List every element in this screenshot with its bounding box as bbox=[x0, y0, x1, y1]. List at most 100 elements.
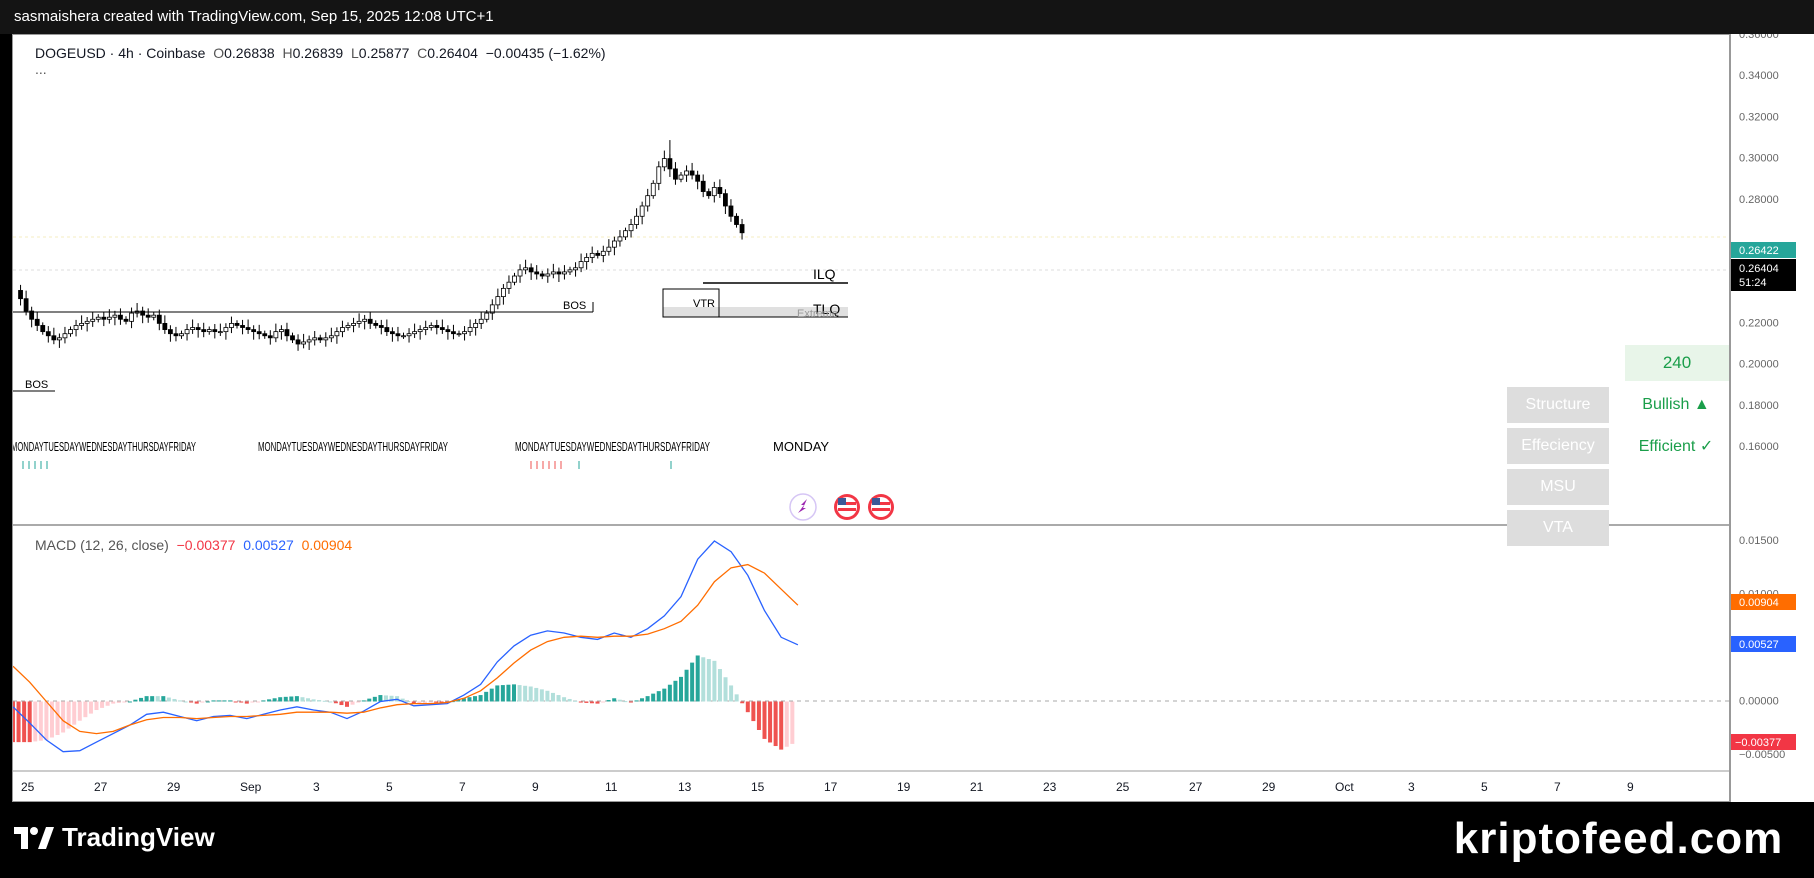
macd-hist-bar bbox=[456, 699, 461, 702]
macd-histogram-group bbox=[13, 655, 795, 750]
price-axis[interactable]: 0.360000.340000.320000.300000.280000.240… bbox=[1730, 34, 1814, 802]
efficiency-label: Effeciency bbox=[1507, 428, 1609, 464]
candle bbox=[545, 268, 551, 283]
macd-hist-bar bbox=[729, 685, 734, 702]
time-tick-label: 19 bbox=[897, 780, 911, 794]
legend-more[interactable]: ... bbox=[35, 61, 47, 77]
candle bbox=[478, 312, 484, 329]
candle bbox=[695, 170, 701, 190]
candle bbox=[401, 332, 406, 339]
macd-hist-bar bbox=[283, 696, 288, 702]
macd-hist-bar bbox=[400, 698, 405, 702]
macd-legend: MACD (12, 26, close) −0.00377 0.00527 0.… bbox=[35, 537, 352, 553]
macd-hist-bar bbox=[550, 692, 555, 702]
macd-hist-bar bbox=[751, 701, 756, 722]
candle bbox=[245, 319, 251, 334]
candle bbox=[356, 313, 362, 328]
candle bbox=[573, 262, 578, 277]
candle bbox=[57, 333, 62, 348]
event-icon-lightning bbox=[789, 493, 817, 521]
macd-axis-label-bg bbox=[1731, 636, 1796, 652]
tlq-label: TLQ bbox=[813, 301, 840, 317]
macd-hist-bar bbox=[22, 701, 27, 743]
candle bbox=[434, 319, 440, 335]
candle bbox=[534, 265, 540, 280]
macd-hist-bar bbox=[300, 697, 305, 702]
candle bbox=[51, 327, 57, 345]
candle bbox=[623, 227, 628, 240]
msu-label: MSU bbox=[1507, 469, 1609, 505]
macd-hist-bar bbox=[701, 657, 706, 702]
candle bbox=[412, 323, 418, 339]
candle bbox=[273, 323, 279, 343]
candle bbox=[595, 250, 601, 259]
symbol-label[interactable]: DOGEUSD · 4h · Coinbase bbox=[35, 45, 206, 61]
candle bbox=[23, 290, 29, 316]
macd-hist-bar bbox=[628, 701, 633, 703]
candle bbox=[684, 165, 689, 182]
macd-hist-bar bbox=[144, 696, 149, 702]
macd-hist-bar bbox=[139, 697, 144, 702]
day-labels-week4: MONDAY bbox=[773, 439, 829, 454]
candle bbox=[84, 317, 90, 332]
candle bbox=[173, 326, 179, 342]
macd-hist-bar bbox=[411, 701, 416, 704]
macd-hist-bar bbox=[656, 691, 661, 702]
candle bbox=[362, 314, 368, 330]
macd-hist-bar bbox=[740, 701, 745, 704]
event-icon-flag-2 bbox=[868, 494, 894, 520]
chart-canvas[interactable]: BOS BOS ILQ TLQ Extreme VTR MONDAYTUESDA… bbox=[13, 35, 1729, 801]
macd-hist-bar bbox=[662, 688, 667, 702]
macd-hist-bar bbox=[194, 701, 199, 704]
candle bbox=[417, 325, 423, 340]
extreme-label: Extreme bbox=[797, 308, 838, 320]
chart-panel[interactable]: BOS BOS ILQ TLQ Extreme VTR MONDAYTUESDA… bbox=[12, 34, 1730, 802]
macd-hist-bar bbox=[105, 701, 110, 706]
macd-hist-bar bbox=[478, 695, 483, 702]
candle bbox=[739, 218, 745, 240]
candle bbox=[306, 335, 312, 350]
macd-hist-bar bbox=[512, 684, 516, 702]
macd-hist-bar bbox=[762, 701, 767, 739]
time-axis-labels: 25 27 29 Sep 3 5 7 9 11 13 15 17 19 21 23 25 27 29 Oct 3 5 7 9 bbox=[21, 780, 1634, 794]
candle bbox=[101, 311, 107, 327]
macd-tick-label: −0.00500 bbox=[1739, 749, 1785, 761]
macd-hist-bar bbox=[333, 701, 338, 704]
macd-hist-bar bbox=[673, 680, 678, 702]
candle bbox=[267, 330, 273, 345]
macd-hist-bar bbox=[345, 701, 349, 707]
macd-hist-bar bbox=[372, 696, 377, 702]
macd-hist-bar bbox=[745, 701, 750, 713]
signal-value: 0.00904 bbox=[301, 537, 353, 553]
day-labels-week3: MONDAYTUESDAYWEDNESDAYTHURSDAYFRIDAY bbox=[515, 439, 710, 454]
time-tick-label: 15 bbox=[751, 780, 765, 794]
macd-hist-bar bbox=[539, 689, 544, 702]
macd-hist-bar bbox=[161, 696, 166, 702]
candle bbox=[456, 330, 462, 337]
attribution-text: sasmaishera created with TradingView.com… bbox=[14, 8, 494, 25]
time-tick-label: 7 bbox=[459, 780, 466, 794]
macd-hist-bar bbox=[33, 701, 38, 742]
candle bbox=[334, 327, 340, 344]
time-tick-label: 3 bbox=[313, 780, 320, 794]
candle bbox=[512, 272, 517, 286]
change-value: −0.00435 (−1.62%) bbox=[485, 45, 606, 61]
price-tick-label: 0.28000 bbox=[1739, 194, 1779, 206]
macd-tick-label: 0.00000 bbox=[1739, 695, 1779, 707]
macd-hist-bar bbox=[356, 701, 361, 703]
candle bbox=[284, 322, 290, 342]
macd-hist-bar bbox=[317, 700, 322, 702]
candle bbox=[373, 320, 379, 329]
candle bbox=[734, 213, 739, 228]
price-legend: DOGEUSD · 4h · Coinbase O0.26838 H0.2683… bbox=[35, 45, 606, 61]
other-price-label: 0.26422 bbox=[1739, 245, 1779, 257]
tradingview-logo-icon bbox=[14, 826, 54, 849]
candle bbox=[162, 315, 168, 334]
watermark: kriptofeed.com bbox=[1428, 808, 1809, 870]
hist-axis-label-bg bbox=[1731, 734, 1796, 750]
candle bbox=[112, 310, 118, 326]
candle bbox=[578, 253, 584, 273]
macd-hist-bar bbox=[422, 701, 427, 703]
macd-hist-bar bbox=[779, 701, 784, 750]
macd-hist-bar bbox=[322, 700, 327, 702]
